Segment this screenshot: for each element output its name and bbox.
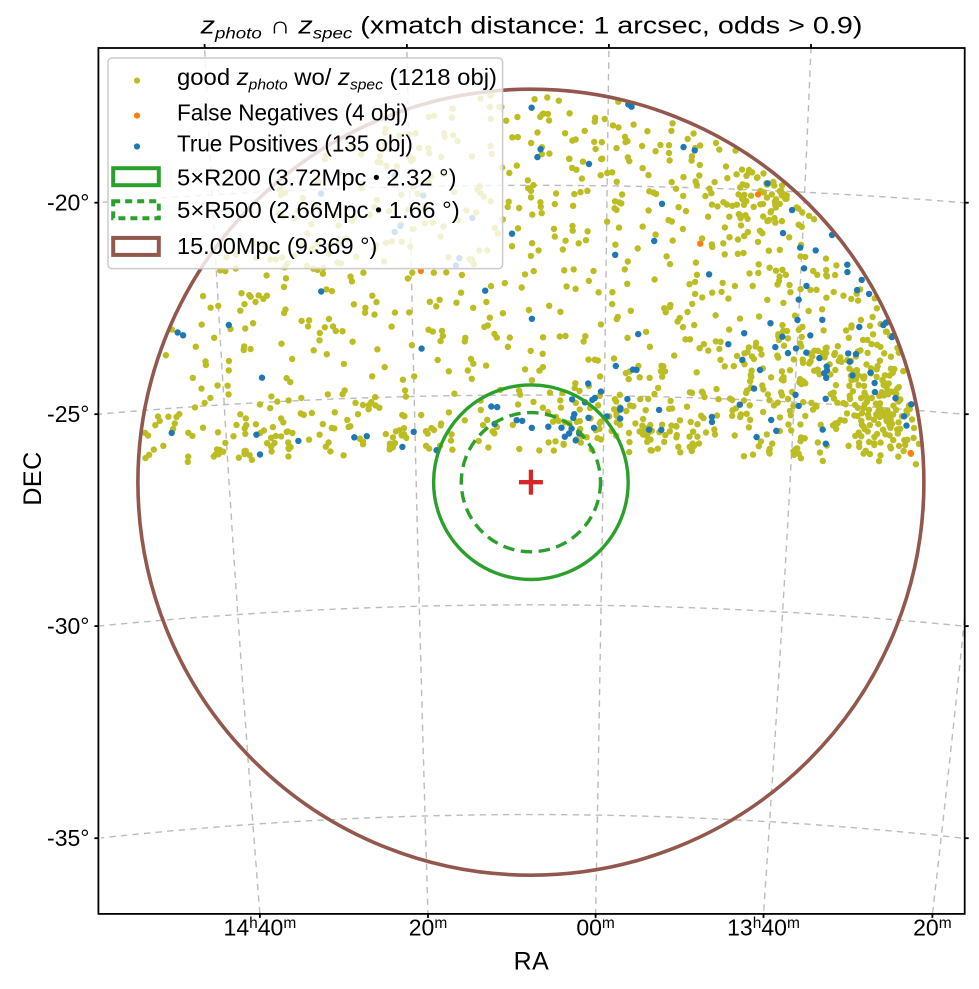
svg-text:True Positives (135 obj): True Positives (135 obj) [177, 130, 413, 156]
svg-text:00m: 00m [576, 915, 615, 941]
svg-text:20m: 20m [409, 915, 448, 941]
svg-text:13h40m: 13h40m [727, 915, 800, 941]
svg-text:False Negatives (4 obj): False Negatives (4 obj) [177, 100, 408, 126]
svg-text:-25°: -25° [47, 401, 89, 427]
svg-text:15.00Mpc (9.369 °): 15.00Mpc (9.369 °) [177, 233, 377, 259]
svg-text:good zphoto wo/ zspec (1218 ob: good zphoto wo/ zspec (1218 obj) [177, 64, 497, 94]
svg-text:14h40m: 14h40m [224, 915, 297, 941]
svg-text:5×R200 (3.72Mpc • 2.32 °): 5×R200 (3.72Mpc • 2.32 °) [177, 165, 457, 191]
svg-text:-30°: -30° [47, 613, 89, 639]
svg-text:DEC: DEC [19, 451, 47, 505]
svg-text:5×R500 (2.66Mpc • 1.66 °): 5×R500 (2.66Mpc • 1.66 °) [177, 197, 460, 223]
svg-text:RA: RA [514, 948, 550, 976]
svg-text:20m: 20m [913, 915, 952, 941]
svg-text:-35°: -35° [47, 825, 89, 851]
svg-text:-20°: -20° [47, 190, 89, 216]
svg-text:zphoto ∩ zspec (xmatch distanc: z photo ∩ z spec (xmatch distance: 1 arcse… [199, 13, 862, 43]
